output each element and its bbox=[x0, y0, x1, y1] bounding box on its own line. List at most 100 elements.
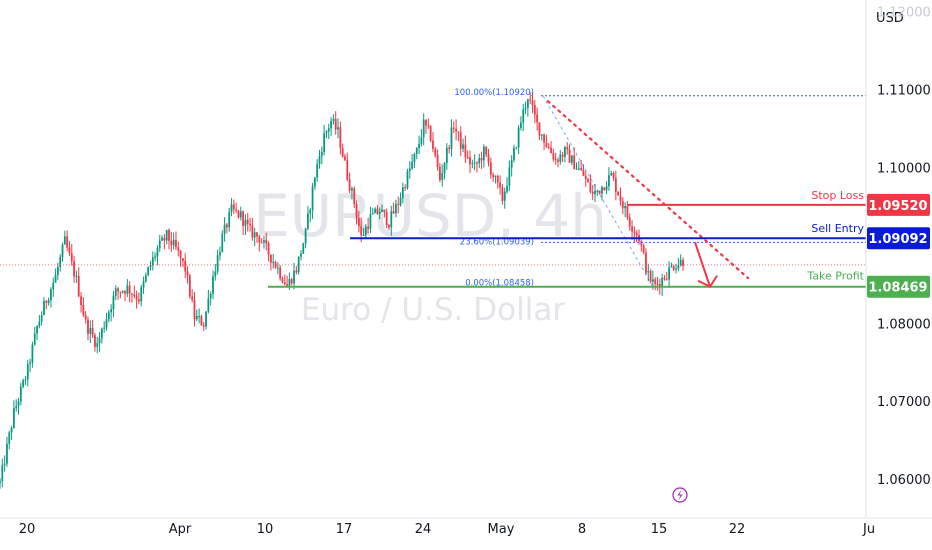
candle bbox=[496, 174, 499, 189]
candle bbox=[36, 325, 38, 341]
lightning-icon[interactable] bbox=[672, 487, 688, 503]
price-tick-label: 1.10000 bbox=[877, 161, 931, 176]
candle bbox=[70, 243, 73, 266]
candle bbox=[408, 161, 411, 179]
candle bbox=[485, 146, 488, 158]
candle bbox=[216, 249, 219, 275]
candle bbox=[438, 162, 441, 183]
time-tick-label: Ju bbox=[862, 522, 875, 537]
candle bbox=[202, 321, 205, 331]
candle bbox=[543, 133, 545, 151]
candle bbox=[601, 185, 603, 201]
candle bbox=[276, 262, 279, 274]
candle bbox=[253, 227, 256, 246]
currency-label: USD bbox=[876, 11, 904, 26]
candle bbox=[337, 118, 339, 139]
candle bbox=[265, 232, 268, 251]
candle bbox=[628, 213, 631, 231]
candle bbox=[364, 224, 367, 240]
candle bbox=[31, 341, 34, 368]
candle bbox=[473, 154, 476, 171]
time-tick-label: 10 bbox=[257, 522, 274, 537]
candle bbox=[209, 291, 212, 306]
candle bbox=[283, 274, 286, 286]
candle bbox=[538, 122, 541, 141]
price-tick-label: 1.08000 bbox=[877, 317, 931, 332]
candle bbox=[82, 296, 85, 318]
candle bbox=[487, 148, 490, 167]
candle bbox=[404, 184, 407, 191]
resistance-trendline bbox=[546, 100, 750, 280]
candle bbox=[293, 262, 295, 290]
level-label: Stop Loss bbox=[811, 189, 864, 202]
fib-label: 23.60%(1.09039) bbox=[460, 237, 534, 247]
candle bbox=[383, 209, 386, 218]
time-axis[interactable]: 20 Apr 10 17 24 May 8 15 22 Ju bbox=[19, 522, 875, 537]
candle bbox=[128, 281, 131, 303]
candle bbox=[455, 119, 458, 141]
candle bbox=[182, 258, 184, 267]
candle bbox=[272, 253, 275, 269]
candle bbox=[24, 375, 27, 386]
level-price-badge: 1.09092 bbox=[867, 227, 930, 250]
candle bbox=[323, 124, 326, 156]
candle bbox=[214, 264, 217, 281]
candle bbox=[381, 204, 383, 212]
candle bbox=[476, 161, 478, 173]
candle bbox=[267, 241, 270, 262]
candle bbox=[501, 184, 504, 205]
candle bbox=[445, 143, 448, 170]
candle bbox=[406, 168, 409, 190]
candle bbox=[526, 99, 529, 117]
candle bbox=[434, 146, 437, 158]
candle bbox=[631, 220, 633, 240]
candle bbox=[587, 177, 589, 183]
candle bbox=[188, 274, 191, 299]
candle bbox=[492, 172, 495, 182]
candle bbox=[633, 226, 636, 243]
candle bbox=[522, 103, 525, 132]
candle bbox=[425, 119, 427, 134]
candle bbox=[489, 157, 492, 179]
candle bbox=[626, 200, 629, 220]
candle bbox=[165, 229, 168, 245]
candle bbox=[640, 239, 643, 252]
candle bbox=[466, 150, 469, 160]
candle bbox=[457, 131, 460, 142]
svg-text:1.09520: 1.09520 bbox=[868, 199, 927, 214]
candle bbox=[506, 177, 508, 194]
candle bbox=[147, 266, 150, 277]
candle bbox=[47, 297, 50, 306]
candle bbox=[545, 134, 548, 148]
candle bbox=[246, 213, 249, 232]
candle bbox=[432, 132, 434, 153]
candle bbox=[332, 114, 335, 125]
candle bbox=[450, 119, 453, 157]
candle bbox=[536, 107, 539, 131]
candle bbox=[68, 241, 71, 256]
candle bbox=[515, 146, 518, 150]
candle bbox=[540, 134, 543, 141]
candle bbox=[66, 230, 69, 252]
candle bbox=[575, 162, 578, 170]
candle bbox=[10, 425, 13, 440]
candle bbox=[510, 155, 513, 177]
price-axis[interactable]: USD 1.11000 1.10000 1.08000 1.07000 1.06000 1… bbox=[876, 6, 931, 488]
candle bbox=[608, 167, 610, 191]
candle bbox=[385, 208, 388, 229]
candle bbox=[105, 312, 108, 331]
candle bbox=[15, 399, 18, 412]
candle bbox=[198, 308, 201, 324]
candle bbox=[573, 147, 576, 170]
time-tick-label: 17 bbox=[336, 522, 353, 537]
candle bbox=[124, 289, 126, 301]
candle bbox=[654, 277, 657, 291]
candle bbox=[96, 336, 99, 354]
candle bbox=[362, 228, 365, 237]
level-price-badge: 1.08469 bbox=[867, 275, 930, 298]
candle bbox=[144, 272, 147, 283]
candle bbox=[244, 214, 247, 235]
candle bbox=[149, 260, 152, 271]
time-tick-label: 15 bbox=[651, 522, 668, 537]
